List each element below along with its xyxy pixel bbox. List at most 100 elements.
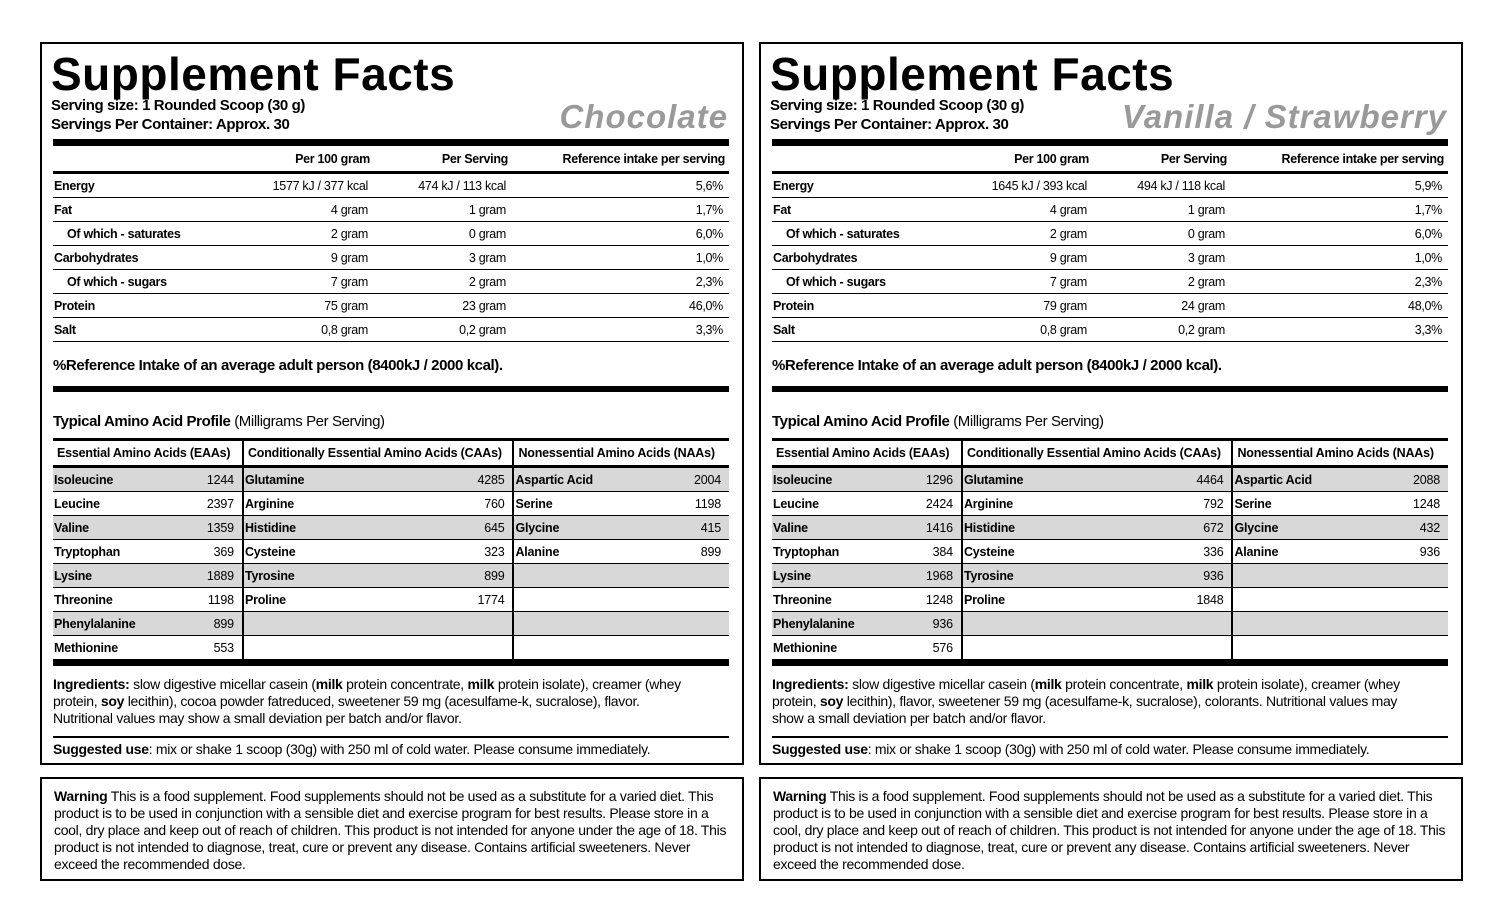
amino-row: Valine 1416 Histidine 672 Glycine 432	[772, 515, 1448, 540]
nutrient-label: Protein	[53, 293, 231, 318]
amino-name: Proline	[241, 587, 420, 612]
ingredients-text: slow digestive micellar casein (	[848, 676, 1035, 692]
amino-name: Serine	[512, 491, 667, 516]
amino-name: Isoleucine	[53, 466, 188, 492]
amino-value: 1248	[906, 587, 962, 612]
nutrient-value: 1,7%	[512, 197, 729, 222]
nutrient-value: 6,0%	[1231, 221, 1448, 246]
ingredients-label: Ingredients:	[772, 676, 849, 692]
nutrient-value: 46,0%	[512, 293, 729, 318]
amino-value: 384	[906, 539, 962, 564]
amino-row: Lysine 1889 Tyrosine 899	[53, 563, 729, 588]
empty-cell	[1231, 563, 1448, 588]
amino-name: Histidine	[960, 515, 1139, 540]
nutrient-value: 1577 kJ / 377 kcal	[231, 172, 374, 198]
header-cell	[772, 142, 950, 174]
amino-title: Typical Amino Acid Profile (Milligrams P…	[53, 413, 385, 430]
supplement-panel: Supplement Facts Serving size: 1 Rounded …	[759, 42, 1463, 765]
amino-value: 336	[1138, 539, 1233, 564]
amino-name: Arginine	[960, 491, 1139, 516]
amino-value: 899	[666, 539, 729, 564]
amino-value: 1848	[1138, 587, 1233, 612]
empty-cell	[1231, 587, 1448, 612]
amino-name: Arginine	[241, 491, 420, 516]
ingredients-text: protein concentrate,	[342, 676, 468, 692]
empty-cell	[241, 611, 514, 636]
ingredients: Ingredients: slow digestive micellar cas…	[772, 676, 1412, 727]
amino-value: 323	[419, 539, 514, 564]
empty-cell	[1231, 611, 1448, 636]
nutrient-value: 0,8 gram	[950, 317, 1093, 342]
header-cell: Reference intake per serving	[1231, 142, 1448, 174]
divider	[772, 386, 1448, 392]
flavor: Chocolate	[559, 98, 728, 135]
empty-cell	[512, 587, 729, 612]
amino-name: Aspartic Acid	[512, 466, 667, 492]
reference-note: %Reference Intake of an average adult pe…	[53, 357, 503, 374]
amino-value: 553	[187, 635, 243, 663]
amino-row: Threonine 1248 Proline 1848	[772, 587, 1448, 612]
nutrient-value: 1 gram	[1093, 197, 1231, 222]
amino-name: Cysteine	[241, 539, 420, 564]
title: Supplement Facts	[770, 48, 1175, 100]
nutrition-row: Carbohydrates 9 gram 3 gram 1,0%	[772, 245, 1448, 270]
amino-title: Typical Amino Acid Profile (Milligrams P…	[772, 413, 1104, 430]
nutrition-row: Fat 4 gram 1 gram 1,7%	[53, 197, 729, 222]
nutrient-label: Energy	[53, 172, 231, 198]
nutrient-label: Of which - saturates	[53, 221, 231, 246]
nutrient-value: 2 gram	[374, 269, 512, 294]
serving-size: Serving size: 1 Rounded Scoop (30 g)	[51, 97, 305, 114]
amino-name: Tryptophan	[772, 539, 907, 564]
amino-name: Threonine	[772, 587, 907, 612]
amino-value: 1198	[666, 491, 729, 516]
ingredients-text: milk	[315, 676, 343, 692]
amino-value: 1968	[906, 563, 962, 588]
empty-cell	[241, 635, 514, 663]
ingredients-text: protein isolate), creamer (whey protein,	[53, 676, 681, 709]
nutrient-value: 2 gram	[231, 221, 374, 246]
amino-value: 1889	[187, 563, 243, 588]
header-cell: Per 100 gram	[231, 142, 374, 174]
ingredients-label: Ingredients:	[53, 676, 130, 692]
amino-name: Glycine	[512, 515, 667, 540]
servings-per-container: Servings Per Container: Approx. 30	[770, 116, 1009, 133]
amino-value: 1296	[906, 466, 962, 492]
empty-cell	[960, 611, 1233, 636]
amino-name: Valine	[772, 515, 907, 540]
amino-name: Tyrosine	[241, 563, 420, 588]
divider	[772, 736, 1448, 738]
amino-subtitle: (Milligrams Per Serving)	[234, 413, 385, 430]
nutrition-row: Energy 1577 kJ / 377 kcal 474 kJ / 113 kca…	[53, 172, 729, 198]
header-cell: Per 100 gram	[950, 142, 1093, 174]
amino-value: 1774	[419, 587, 514, 612]
amino-value: 432	[1385, 515, 1448, 540]
amino-value: 576	[906, 635, 962, 663]
header-cell	[53, 142, 231, 174]
suggested-use-text: : mix or shake 1 scoop (30g) with 250 ml…	[148, 741, 651, 757]
servings-per-container: Servings Per Container: Approx. 30	[51, 116, 290, 133]
nutrition-row: Fat 4 gram 1 gram 1,7%	[772, 197, 1448, 222]
nutrient-value: 5,9%	[1231, 172, 1448, 198]
amino-row: Methionine 576	[772, 635, 1448, 663]
suggested-use-text: : mix or shake 1 scoop (30g) with 250 ml…	[867, 741, 1370, 757]
amino-name: Lysine	[772, 563, 907, 588]
nutrient-value: 4 gram	[231, 197, 374, 222]
amino-row: Tryptophan 369 Cysteine 323 Alanine 899	[53, 539, 729, 564]
amino-value: 1416	[906, 515, 962, 540]
nutrient-value: 75 gram	[231, 293, 374, 318]
empty-cell	[512, 635, 729, 663]
suggested-use-label: Suggested use	[772, 741, 868, 757]
empty-cell	[960, 635, 1233, 663]
ingredients-text: slow digestive micellar casein (	[129, 676, 316, 692]
flavor: Vanilla / Strawberry	[1121, 98, 1447, 135]
header-row: Essential Amino Acids (EAAs) Conditionall…	[53, 439, 729, 468]
amino-name: Cysteine	[960, 539, 1139, 564]
nutrient-value: 7 gram	[231, 269, 374, 294]
header-row: Essential Amino Acids (EAAs) Conditionall…	[772, 439, 1448, 468]
nutrient-label: Fat	[772, 197, 950, 222]
nutrient-value: 494 kJ / 118 kcal	[1093, 172, 1231, 198]
warning-label: Warning	[773, 788, 827, 804]
nutrient-value: 0 gram	[374, 221, 512, 246]
amino-value: 899	[187, 611, 243, 636]
